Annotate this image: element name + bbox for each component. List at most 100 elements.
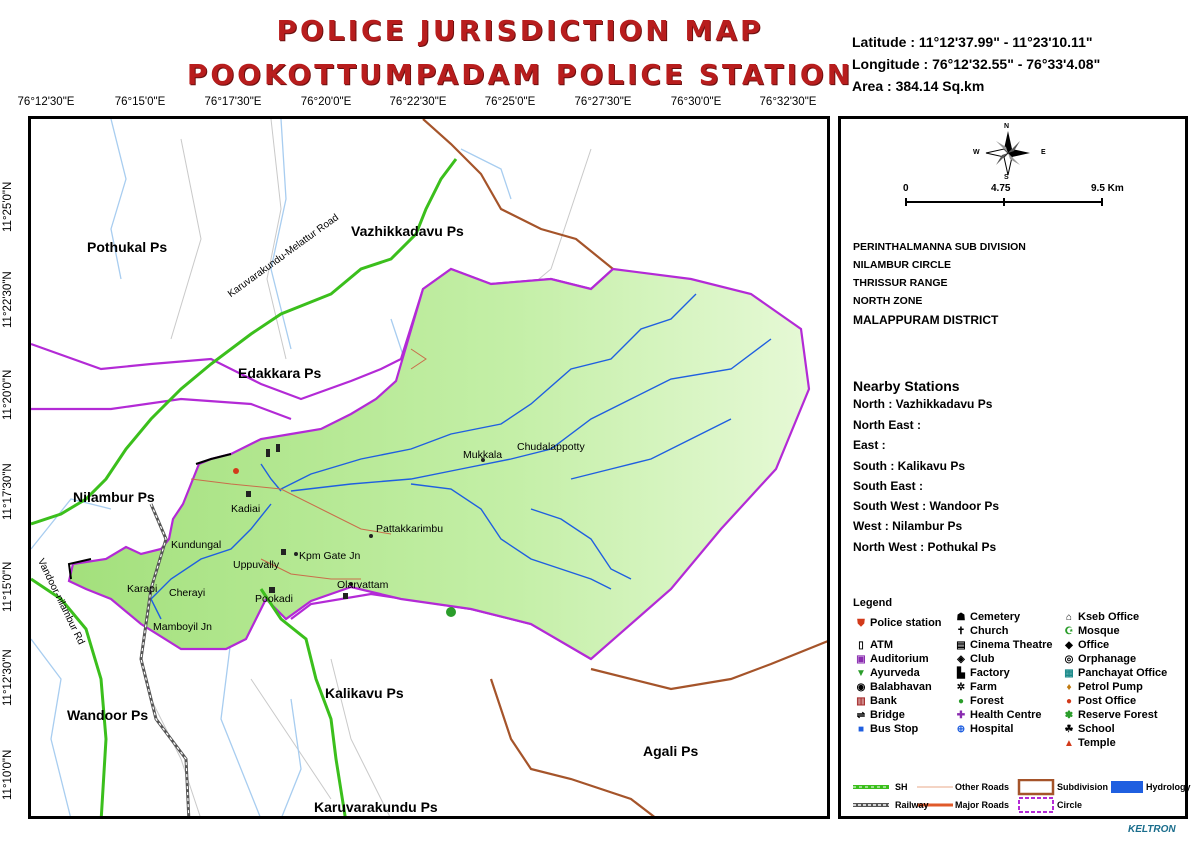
bus-stop-icon: ■ [857, 724, 865, 735]
place-kundungal: Kundungal [171, 539, 222, 551]
stream [31, 638, 71, 816]
info-panel: N S E W 0 4.75 9.5 Km PERINTHALMANNA SUB… [838, 116, 1191, 819]
legend-bus-stop: ■ Bus Stop [855, 723, 918, 735]
place-marker [281, 549, 286, 555]
district-boundary [67, 453, 232, 580]
place-karapi: Karapi [127, 583, 158, 595]
nearby-item: South West : Wandoor Ps [853, 499, 999, 513]
legend-hospital: ⊕ Hospital [956, 723, 1014, 735]
legend-bank: ▥ Bank [856, 695, 897, 707]
lon-tick: 76°15'0"E [114, 96, 166, 108]
map-area[interactable]: Pothukal Ps Vazhikkadavu Ps Edakkara Ps … [28, 116, 830, 819]
line-legend-major-roads: Major Roads [955, 800, 1010, 810]
legend-office: ◆ Office [1063, 639, 1109, 651]
station-label-wandoor: Wandoor Ps [67, 707, 149, 723]
keltron-logo: KELTRON [1128, 824, 1176, 835]
admin-range: THRISSUR RANGE [853, 277, 948, 289]
line-legend-sh: SH [895, 782, 908, 792]
place-marker [369, 534, 373, 538]
place-olarvattam: Olarvattam [337, 579, 389, 591]
club-icon: ◈ [957, 654, 965, 665]
legend-title: Legend [853, 597, 893, 609]
place-marker [343, 593, 348, 599]
map-canvas [31, 119, 827, 816]
latitude-range: Latitude : 11°12'37.99" - 11°23'10.11" [852, 34, 1093, 50]
health-centre-icon: ✚ [956, 710, 966, 721]
place-marker [481, 458, 485, 462]
lon-tick: 76°17'30"E [204, 96, 262, 108]
place-marker [349, 582, 353, 586]
ayurveda-icon: ▼ [856, 668, 866, 679]
legend-police-station: ⛊ Police station [855, 617, 941, 629]
lat-tick: 11°17'30"N [2, 463, 14, 520]
post-office-icon: ● [1065, 696, 1073, 707]
place-pattakkarimbu: Pattakkarimbu [376, 523, 444, 535]
scale-label-mid: 4.75 [991, 183, 1011, 194]
legend-bridge: ⇌ Bridge [856, 709, 905, 721]
bank-icon: ▥ [856, 696, 866, 707]
compass-icon [985, 131, 1030, 176]
legend-balabhavan: ◉ Balabhavan [856, 681, 932, 693]
line-legend-circle: Circle [1057, 800, 1083, 810]
nearby-title: Nearby Stations [853, 378, 960, 394]
office-icon: ◆ [1065, 640, 1073, 651]
area-value: Area : 384.14 Sq.km [852, 78, 985, 94]
cemetery-icon: ☗ [956, 612, 966, 623]
scale-label-end: 9.5 Km [1091, 183, 1124, 194]
circle-boundary [31, 397, 292, 421]
legend-club: ◈ Club [955, 653, 994, 665]
legend-forest: ● Forest [955, 695, 1004, 707]
legend-school: ☘ School [1064, 723, 1115, 735]
farm-icon: ✲ [956, 682, 966, 693]
stream [270, 119, 292, 350]
compass-east: E [1041, 149, 1046, 156]
lon-tick: 76°32'30"E [759, 96, 817, 108]
school-icon: ☘ [1064, 724, 1074, 735]
hospital-icon: ⊕ [956, 724, 966, 735]
place-kadiai: Kadiai [231, 503, 261, 515]
river [570, 418, 732, 480]
legend-temple: ▲ Temple [1064, 737, 1116, 749]
nearby-item: East : [853, 438, 886, 452]
place-marker [269, 587, 275, 593]
legend-petrol-pump: ♦ Petrol Pump [1063, 681, 1142, 693]
scale-label-0: 0 [903, 183, 909, 194]
nearby-item: West : Nilambur Ps [853, 519, 963, 533]
other-road [266, 119, 287, 360]
lat-tick: 11°12'30"N [2, 649, 14, 706]
nearby-item: North : Vazhikkadavu Ps [853, 397, 993, 411]
place-pookkadi: Pookadi [255, 593, 293, 605]
station-label-edakkara: Edakkara Ps [238, 365, 322, 381]
temple-icon: ▲ [1064, 738, 1074, 749]
legend-farm: ✲ Farm [956, 681, 997, 693]
nearby-item: North West : Pothukal Ps [853, 540, 997, 554]
cinema-icon: ▤ [956, 640, 966, 651]
legend-atm: ▯ ATM [855, 639, 893, 651]
river [290, 338, 772, 492]
major-road [190, 478, 392, 535]
auditorium-icon: ▣ [856, 654, 866, 665]
legend-auditorium: ▣ Auditorium [856, 653, 929, 665]
river [530, 508, 632, 580]
place-mamboyil-jn: Mamboyil Jn [153, 621, 212, 633]
line-legend-railway: Railway [895, 800, 929, 810]
place-marker [276, 444, 280, 452]
legend-orphanage: ◎ Orphanage [1064, 653, 1137, 665]
station-title: POOKOTTUMPADAM POLICE STATION [186, 58, 854, 91]
forest-icon: ● [957, 696, 965, 707]
subdivision-boundary [489, 678, 655, 816]
legend-kseb-office: ⌂ Kseb Office [1063, 611, 1139, 623]
major-road [410, 348, 427, 370]
panchayat-office-icon: ▦ [1064, 668, 1074, 679]
station-label-nilambur: Nilambur Ps [73, 489, 155, 505]
lat-tick: 11°25'0"N [2, 181, 14, 232]
balabhavan-icon: ◉ [856, 682, 866, 693]
map-title: POLICE JURISDICTION MAP [276, 14, 764, 47]
station-label-kalikavu: Kalikavu Ps [325, 685, 404, 701]
other-road [170, 138, 202, 340]
police-station-icon: ⛊ [857, 618, 865, 629]
line-legend-hydrology: Hydrology [1146, 782, 1191, 792]
forest-marker [446, 607, 456, 617]
atm-icon: ▯ [858, 640, 864, 651]
petrol-pump-icon: ♦ [1066, 682, 1072, 693]
